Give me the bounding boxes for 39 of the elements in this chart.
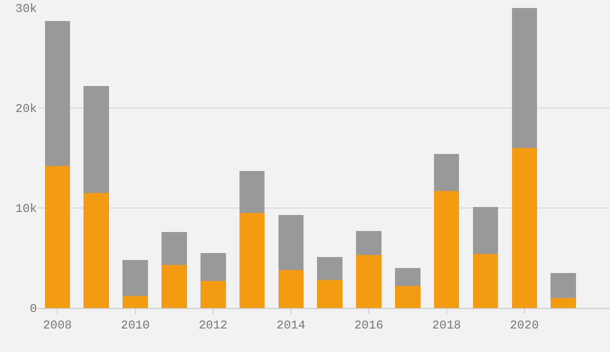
- x-tick-label: 2012: [198, 318, 228, 332]
- bar: [200, 253, 226, 281]
- x-tick-label: 2016: [354, 318, 384, 332]
- bar: [122, 260, 148, 296]
- x-tick-label: 2020: [510, 318, 539, 332]
- bar: [278, 215, 304, 270]
- bar: [278, 270, 304, 308]
- bar: [472, 254, 498, 308]
- bar: [550, 273, 576, 298]
- bar: [434, 154, 460, 191]
- bar: [84, 86, 110, 193]
- bar: [395, 286, 420, 308]
- x-tick-label: 2008: [43, 318, 72, 332]
- x-tick-label: 2010: [120, 318, 150, 332]
- bar: [317, 280, 342, 308]
- bar: [84, 193, 110, 308]
- bar: [44, 166, 70, 308]
- bar: [239, 171, 265, 213]
- bar: [395, 268, 420, 286]
- bar: [550, 298, 576, 308]
- y-tick-label: 0: [30, 302, 37, 316]
- bar: [512, 8, 538, 148]
- bar: [472, 207, 498, 254]
- bar: [317, 257, 342, 280]
- y-tick-label: 30k: [15, 2, 37, 16]
- bar: [122, 296, 148, 308]
- x-tick-label: 2014: [276, 318, 306, 332]
- y-tick-label: 20k: [15, 102, 37, 116]
- y-tick-label: 10k: [15, 202, 37, 216]
- bar: [356, 231, 382, 255]
- bar: [44, 21, 70, 166]
- bar: [239, 213, 265, 308]
- bar: [512, 148, 538, 308]
- x-tick-label: 2018: [432, 318, 461, 332]
- bar: [356, 255, 382, 308]
- bar: [162, 232, 187, 265]
- bar: [200, 281, 226, 308]
- bar: [162, 265, 187, 308]
- bar: [434, 191, 460, 308]
